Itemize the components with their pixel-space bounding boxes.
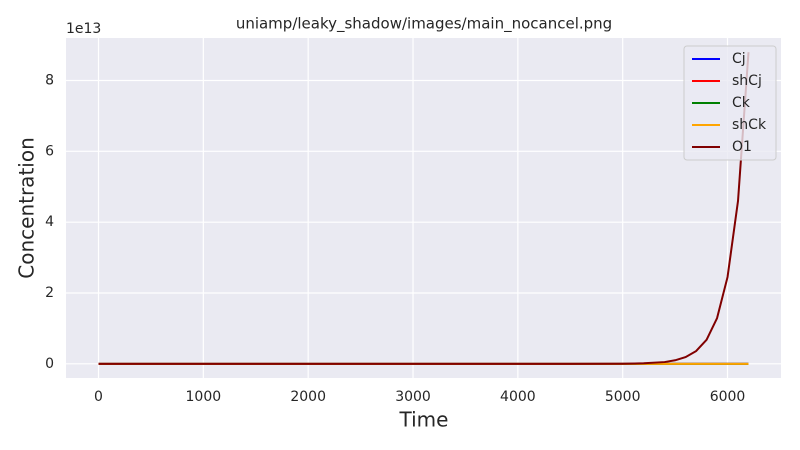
y-axis-label: Concentration [15, 137, 39, 278]
y-tick-label: 8 [45, 73, 54, 89]
legend-label: O1 [732, 139, 752, 155]
x-tick-label: 3000 [395, 389, 431, 405]
x-tick-label: 6000 [710, 389, 746, 405]
y-tick-label: 0 [45, 356, 54, 372]
legend-label: Cj [732, 51, 746, 67]
y-tick-label: 2 [45, 285, 54, 301]
legend-box [683, 45, 777, 161]
chart-title: uniamp/leaky_shadow/images/main_nocancel… [236, 15, 612, 34]
legend-label: shCk [732, 117, 767, 133]
y-offset-label: 1e13 [66, 21, 101, 37]
x-tick-label: 4000 [500, 389, 536, 405]
y-tick-label: 4 [45, 214, 54, 230]
y-tick-label: 6 [45, 143, 54, 159]
x-tick-label: 0 [94, 389, 103, 405]
legend-label: shCj [732, 73, 762, 89]
x-tick-label: 2000 [290, 389, 326, 405]
series-line [98, 52, 750, 365]
plot-area [66, 38, 781, 378]
x-tick-label: 1000 [186, 389, 222, 405]
x-tick-label: 5000 [605, 389, 641, 405]
legend-label: Ck [732, 95, 751, 111]
x-axis-label: Time [399, 408, 449, 432]
